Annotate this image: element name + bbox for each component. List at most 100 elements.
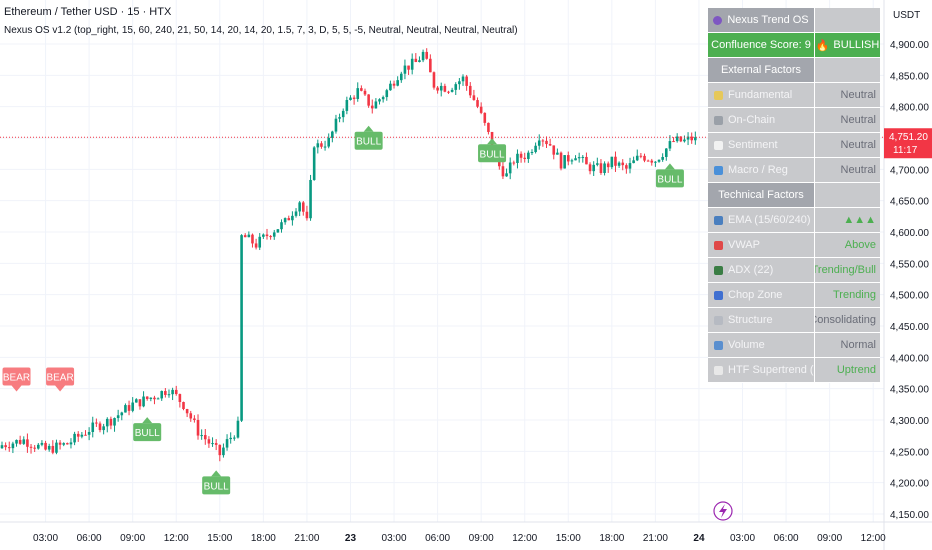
candle [654,161,657,167]
factor-row-macro-reg: Macro / Reg Neutral [708,158,880,183]
clock-icon [714,365,723,375]
candle [174,385,178,396]
symbol-title[interactable]: Ethereum / Tether USD · 15 · HTX [4,6,172,18]
technical-header-row: Technical Factors [708,183,880,208]
confluence-row: Confluence Score: 9 🔥 BULLISH [708,33,880,58]
candle [265,228,269,240]
candle [280,219,283,233]
lightning-icon[interactable] [713,501,733,521]
factor-name-cell: HTF Supertrend (D) [708,358,815,382]
candle [127,400,131,416]
candle-body [4,445,7,448]
candle-body [287,218,291,221]
factor-name-cell: Chop Zone [708,283,815,307]
factor-name-cell: On-Chain [708,108,815,132]
candle-body [414,58,418,63]
candle [272,229,276,240]
candle [182,401,185,411]
candle-body [33,447,36,449]
candle [331,130,334,143]
candle-body [563,155,566,169]
price-currency: USDT [893,10,920,21]
candle [51,440,55,455]
factor-name: ADX (22) [728,264,774,276]
technical-header: Technical Factors [708,183,815,207]
candle-body [280,222,283,230]
bull-signal: BULL [202,470,231,495]
candle-body [592,164,595,172]
candle [222,443,225,458]
candle [164,388,167,398]
bull-signal: BULL [133,417,162,442]
candle [22,436,26,445]
candle-body [207,439,211,444]
candle-body [80,434,84,437]
factor-value: Neutral [815,83,880,107]
candle [236,416,240,439]
candle-body [218,444,222,456]
candle-body [421,51,425,61]
candle [301,200,305,216]
external-header: External Factors [708,58,815,82]
factor-name: Structure [728,314,773,326]
candle-body [527,152,530,159]
candle-body [26,439,29,447]
factor-row-chop-zone: Chop Zone Trending [708,283,880,308]
candle-body [458,81,461,85]
signal-arrow [363,125,374,132]
candle-body [251,234,254,244]
candle [686,132,690,146]
signal-text: BULL [356,137,381,148]
candle-body [501,166,505,177]
candle [305,205,309,221]
candle-body [7,447,11,449]
candle-body [487,122,490,132]
candle-body [222,447,225,456]
candle [694,131,697,145]
time-tick-label: 18:00 [251,533,276,544]
candle-body [211,443,214,445]
signal-text: BULL [135,428,160,439]
candle-body [516,153,519,163]
pin-icon [714,240,723,250]
candle [84,430,87,436]
candle [135,398,138,403]
candle [559,151,563,171]
candle [356,82,360,102]
factor-row-htf-supertrend-d: HTF Supertrend (D)Uptrend [708,358,880,383]
candle [537,134,541,150]
candle-body [559,152,563,169]
candle-body [29,446,33,448]
candle [69,438,73,449]
time-tick-label: 21:00 [643,533,668,544]
candle [410,53,414,75]
price-tick-label: 4,900.00 [890,40,929,51]
signal-arrow [211,470,222,477]
candle [37,443,40,450]
candles [0,48,697,462]
signal-labels: BEAR BEAR BULL BULL BULL BULL BULL [2,125,684,495]
candle [258,233,262,251]
factor-name-cell: Structure [708,308,815,332]
candle [203,428,207,445]
candle-body [461,76,465,82]
candle-body [243,235,247,238]
candle [403,59,407,80]
candle-body [472,95,476,101]
candle-body [138,399,142,407]
candle [683,135,686,143]
signal-text: BEAR [46,373,73,384]
globe-icon [714,165,723,175]
candle [309,174,312,221]
candle-body [145,396,149,399]
signal-box [133,423,162,442]
candle [574,155,577,161]
candle-body [240,235,243,421]
indicator-label[interactable]: Nexus OS v1.2 (top_right, 15, 60, 240, 2… [4,25,518,36]
time-tick-label: 06:00 [774,533,799,544]
candle [392,80,396,89]
candle [207,436,211,448]
candle-body [178,394,182,403]
candle [4,442,7,451]
